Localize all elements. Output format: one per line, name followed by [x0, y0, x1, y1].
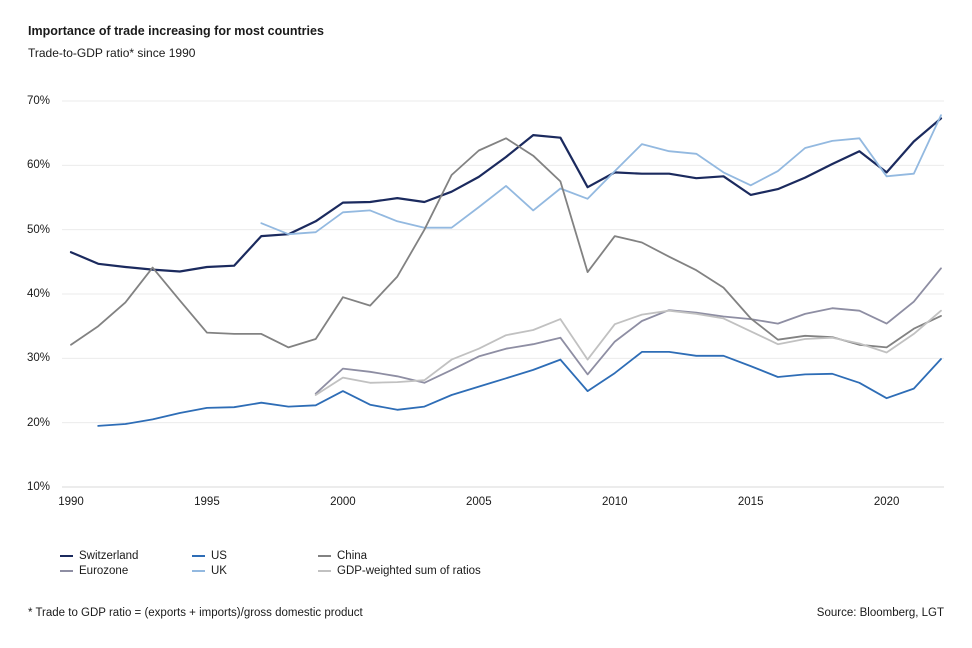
- legend-item-us: US: [192, 548, 318, 563]
- legend-label: China: [337, 549, 368, 562]
- x-tick-label: 2005: [466, 496, 492, 508]
- legend-item-gdp-weighted-sum-of-ratios: GDP-weighted sum of ratios: [318, 563, 481, 578]
- series-line-switzerland: [69, 117, 943, 273]
- plot-area: [62, 100, 944, 488]
- legend-swatch-switzerland: [60, 554, 73, 557]
- legend-swatch-china: [318, 554, 331, 557]
- x-tick-label: 2010: [601, 496, 628, 508]
- y-tick-label: 30%: [26, 352, 50, 365]
- footnote: * Trade to GDP ratio = (exports + import…: [28, 607, 363, 619]
- x-tick-label: 1995: [194, 496, 220, 508]
- legend-label: GDP-weighted sum of ratios: [337, 564, 481, 577]
- y-tick-label: 40%: [26, 288, 50, 300]
- legend-label: Switzerland: [79, 549, 139, 562]
- y-tick-label: 10%: [26, 481, 50, 493]
- legend-label: US: [211, 549, 227, 562]
- legend-swatch-uk: [192, 569, 205, 572]
- series-line-gdp-weighted-sum-of-ratios: [314, 309, 942, 396]
- series-line-eurozone: [314, 267, 942, 395]
- series-line-china: [70, 137, 942, 349]
- legend-item-switzerland: Switzerland: [60, 548, 192, 563]
- legend-label: Eurozone: [79, 564, 129, 577]
- series-line-uk: [260, 114, 942, 236]
- y-tick-label: 50%: [26, 223, 50, 236]
- legend-swatch-us: [192, 554, 205, 557]
- chart-subtitle: Trade-to-GDP ratio* since 1990: [28, 46, 196, 60]
- legend-item-china: China: [318, 548, 481, 563]
- legend-item-eurozone: Eurozone: [60, 563, 192, 578]
- legend-swatch-eurozone: [60, 569, 73, 572]
- y-tick-label: 20%: [26, 416, 50, 429]
- legend-label: UK: [211, 564, 227, 577]
- legend-swatch-gdp-weighted-sum-of-ratios: [318, 569, 331, 572]
- x-tick-label: 1990: [58, 496, 84, 508]
- legend: Switzerland Eurozone US UK China GDP-weighted…: [60, 548, 481, 578]
- x-tick-label: 2000: [330, 496, 356, 508]
- series-line-us: [97, 350, 942, 427]
- chart-title: Importance of trade increasing for most …: [28, 24, 324, 38]
- y-tick-label: 60%: [26, 159, 50, 172]
- source-label: Source: Bloomberg, LGT: [816, 607, 944, 619]
- x-tick-label: 2020: [873, 496, 900, 508]
- x-tick-label: 2015: [737, 496, 764, 508]
- y-tick-label: 70%: [26, 95, 50, 107]
- legend-item-uk: UK: [192, 563, 318, 578]
